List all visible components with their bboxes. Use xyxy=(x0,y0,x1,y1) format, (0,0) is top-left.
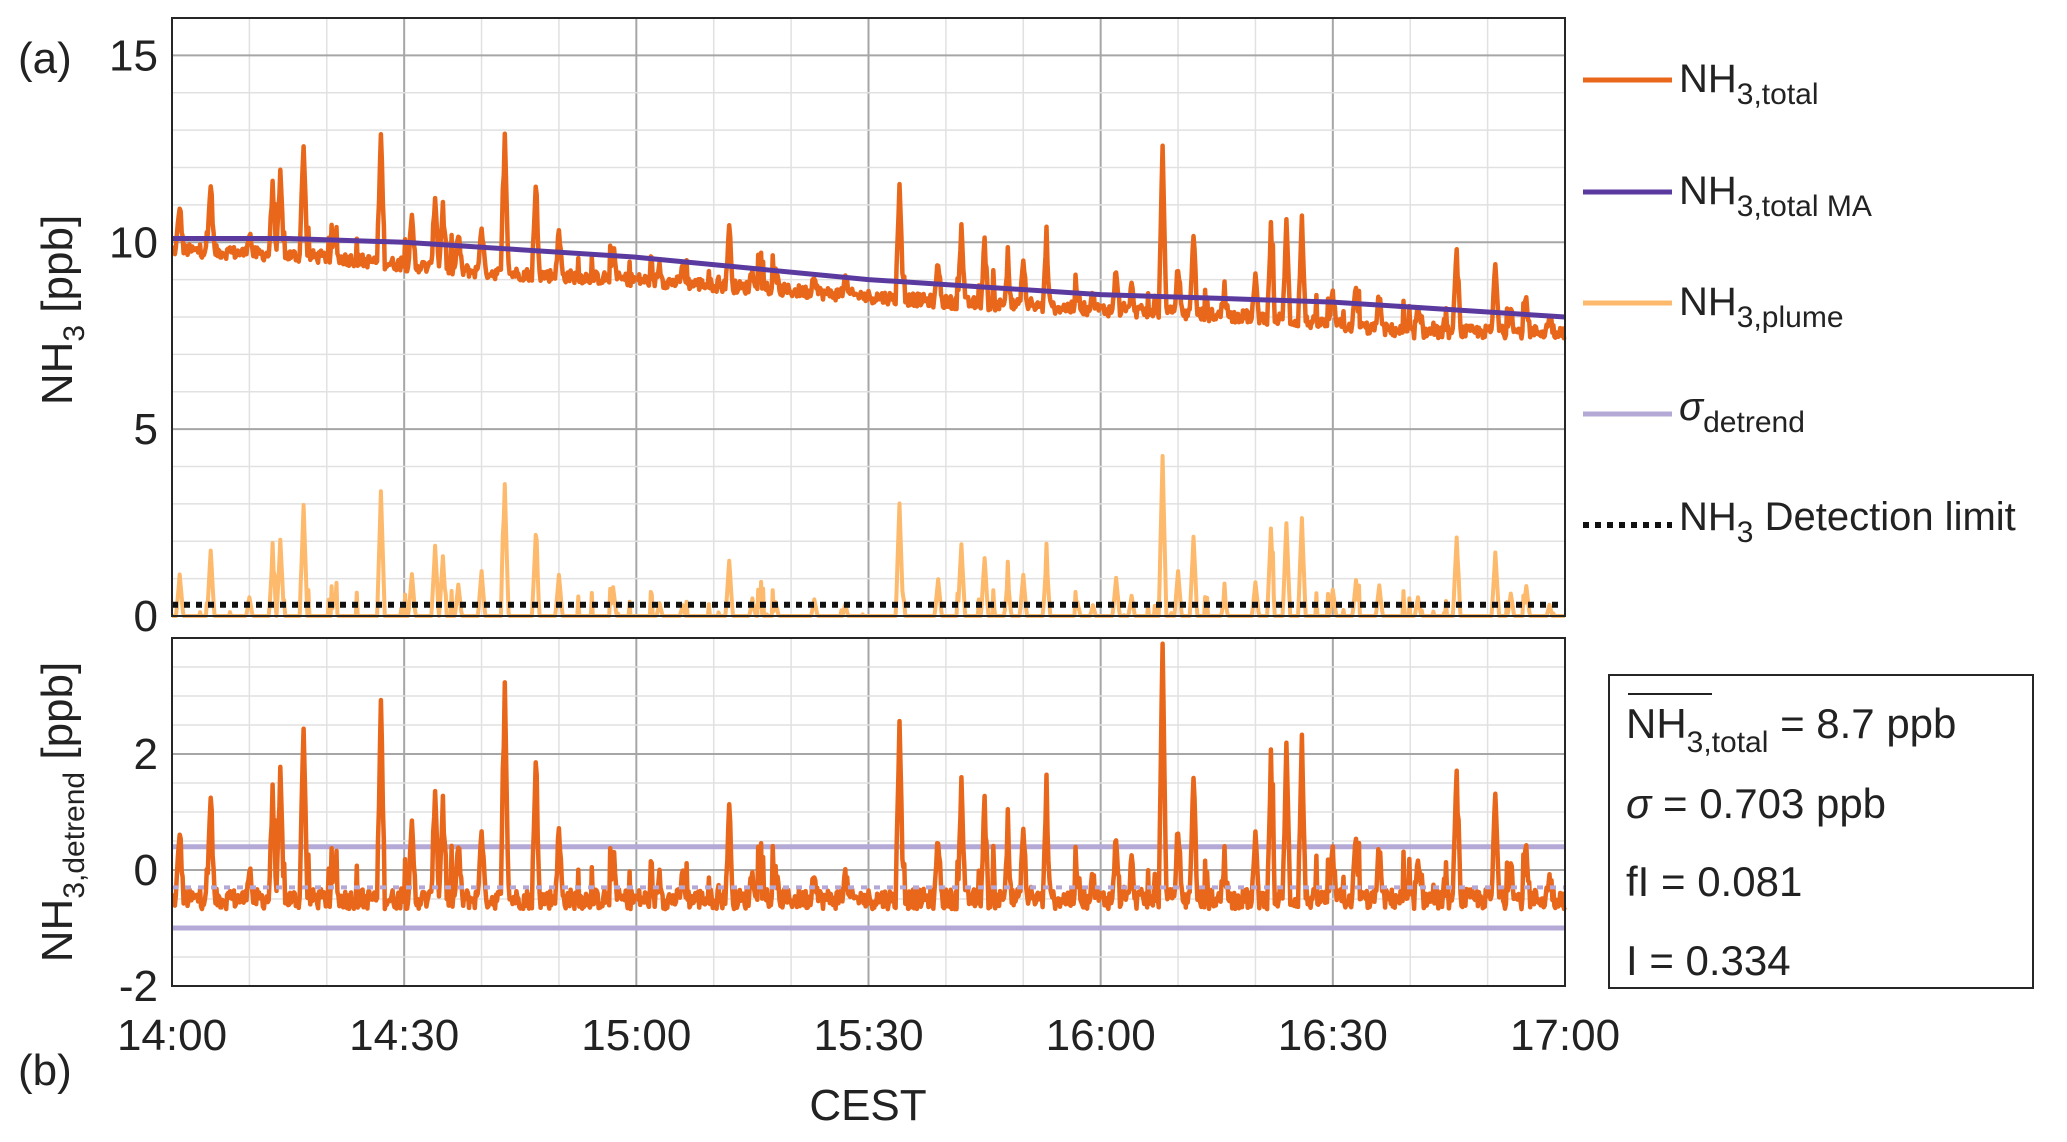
legend: NH3,total NH3,total MA NH3,plume σdetren… xyxy=(1583,57,2016,549)
x-tick-label: 17:00 xyxy=(1510,1011,1620,1060)
y-tick-label: 0 xyxy=(134,846,158,895)
x-tick-label: 14:00 xyxy=(117,1011,227,1060)
legend-label-plume: NH3,plume xyxy=(1679,280,1844,334)
stat-sigma: σ = 0.703 ppb xyxy=(1626,780,1886,827)
panel-b-frame xyxy=(171,637,1566,987)
panel-b-series xyxy=(170,641,1567,931)
y-tick-label: 0 xyxy=(134,592,158,641)
y-tick-label: 15 xyxy=(109,31,158,80)
panel-b-label: (b) xyxy=(18,1046,72,1095)
legend-label-detection: NH3 Detection limit xyxy=(1679,495,2016,549)
panel-a-y-axis-label: NH3 [ppb] xyxy=(33,215,91,405)
series-total-line xyxy=(170,131,1567,341)
stat-i: I = 0.334 xyxy=(1626,937,1791,984)
stats-box-frame xyxy=(1608,674,2034,989)
series-detrend-line xyxy=(170,641,1567,912)
series-moving-average-line xyxy=(172,236,1566,320)
x-tick-label: 15:00 xyxy=(581,1011,691,1060)
panel-b: -2 0 2 14:00 14:30 15:00 15:30 16:00 16:30 17:00 xyxy=(117,637,1620,1060)
x-tick-label: 15:30 xyxy=(813,1011,923,1060)
x-axis-label: CEST xyxy=(809,1081,926,1130)
stat-fi: fI = 0.081 xyxy=(1626,858,1802,905)
legend-label-ma: NH3,total MA xyxy=(1679,169,1872,223)
panel-b-y-axis-label: NH3,detrend [ppb] xyxy=(33,662,91,962)
y-tick-label: 5 xyxy=(134,405,158,454)
stats-box: NH3,total = 8.7 ppb σ = 0.703 ppb fI = 0… xyxy=(1608,674,2034,989)
panel-a-frame xyxy=(171,17,1566,617)
panel-a-label: (a) xyxy=(18,34,72,83)
panel-a-y-tick-labels: 0 5 10 15 xyxy=(109,31,158,641)
panel-a: 0 5 10 15 xyxy=(109,17,1567,641)
x-tick-label: 16:30 xyxy=(1278,1011,1388,1060)
legend-label-sigma: σdetrend xyxy=(1679,385,1805,439)
stat-mean: NH3,total = 8.7 ppb xyxy=(1626,700,1956,759)
legend-label-total: NH3,total xyxy=(1679,57,1819,111)
x-tick-label: 16:00 xyxy=(1046,1011,1156,1060)
y-tick-label: 10 xyxy=(109,218,158,267)
panel-b-tick-labels: -2 0 2 14:00 14:30 15:00 15:30 16:00 16:30 17:00 xyxy=(117,730,1620,1060)
y-tick-label: -2 xyxy=(119,962,158,1011)
y-tick-label: 2 xyxy=(134,730,158,779)
x-tick-label: 14:30 xyxy=(349,1011,459,1060)
